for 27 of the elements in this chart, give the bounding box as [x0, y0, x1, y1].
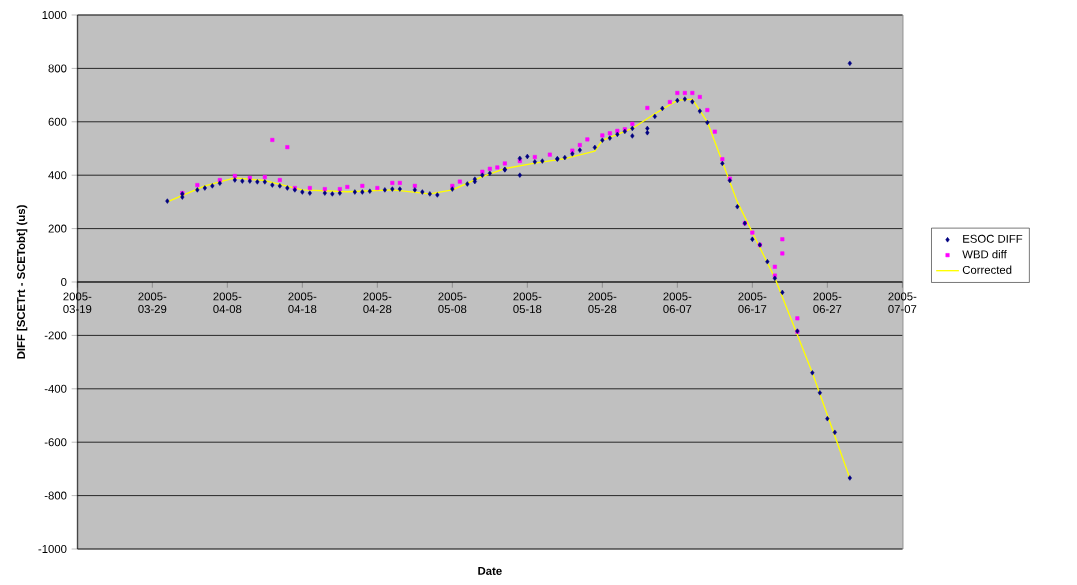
x-tick-label: 2005- 05-18 — [513, 292, 542, 314]
y-tick-label: 0 — [61, 277, 67, 286]
x-tick-label: 2005- 06-17 — [738, 292, 767, 314]
x-tick-label: 2005- 05-28 — [588, 292, 617, 314]
legend-label: ESOC DIFF — [963, 234, 1023, 243]
y-tick-label: 1000 — [42, 10, 67, 19]
x-tick-label: 2005- 03-29 — [138, 292, 167, 314]
y-tick-label: -200 — [44, 331, 67, 340]
x-tick-label: 2005- 06-07 — [663, 292, 692, 314]
y-tick-label: -600 — [44, 438, 67, 447]
y-tick-label: 400 — [48, 171, 67, 180]
legend-label: WBD diff — [962, 250, 1007, 259]
y-tick-label: -1000 — [38, 545, 67, 553]
y-axis-title: DIFF [SCETrt - SCETobt] (us) — [16, 205, 28, 359]
x-tick-label: 2005- 06-27 — [813, 292, 842, 314]
y-tick-label: 800 — [48, 64, 67, 73]
x-tick-label: 2005- 07-07 — [888, 292, 917, 314]
y-tick-label: -400 — [44, 384, 67, 393]
y-tick-label: 200 — [48, 224, 67, 233]
x-tick-label: 2005- 05-08 — [438, 292, 467, 314]
x-axis-title: Date — [478, 567, 502, 575]
x-tick-label: 2005- 04-28 — [363, 292, 392, 314]
x-tick-label: 2005- 04-08 — [213, 292, 242, 314]
x-tick-label: 2005- 04-18 — [288, 292, 317, 314]
y-tick-label: 600 — [48, 117, 67, 126]
y-tick-label: -800 — [44, 491, 67, 500]
legend-label: Corrected — [962, 265, 1012, 274]
